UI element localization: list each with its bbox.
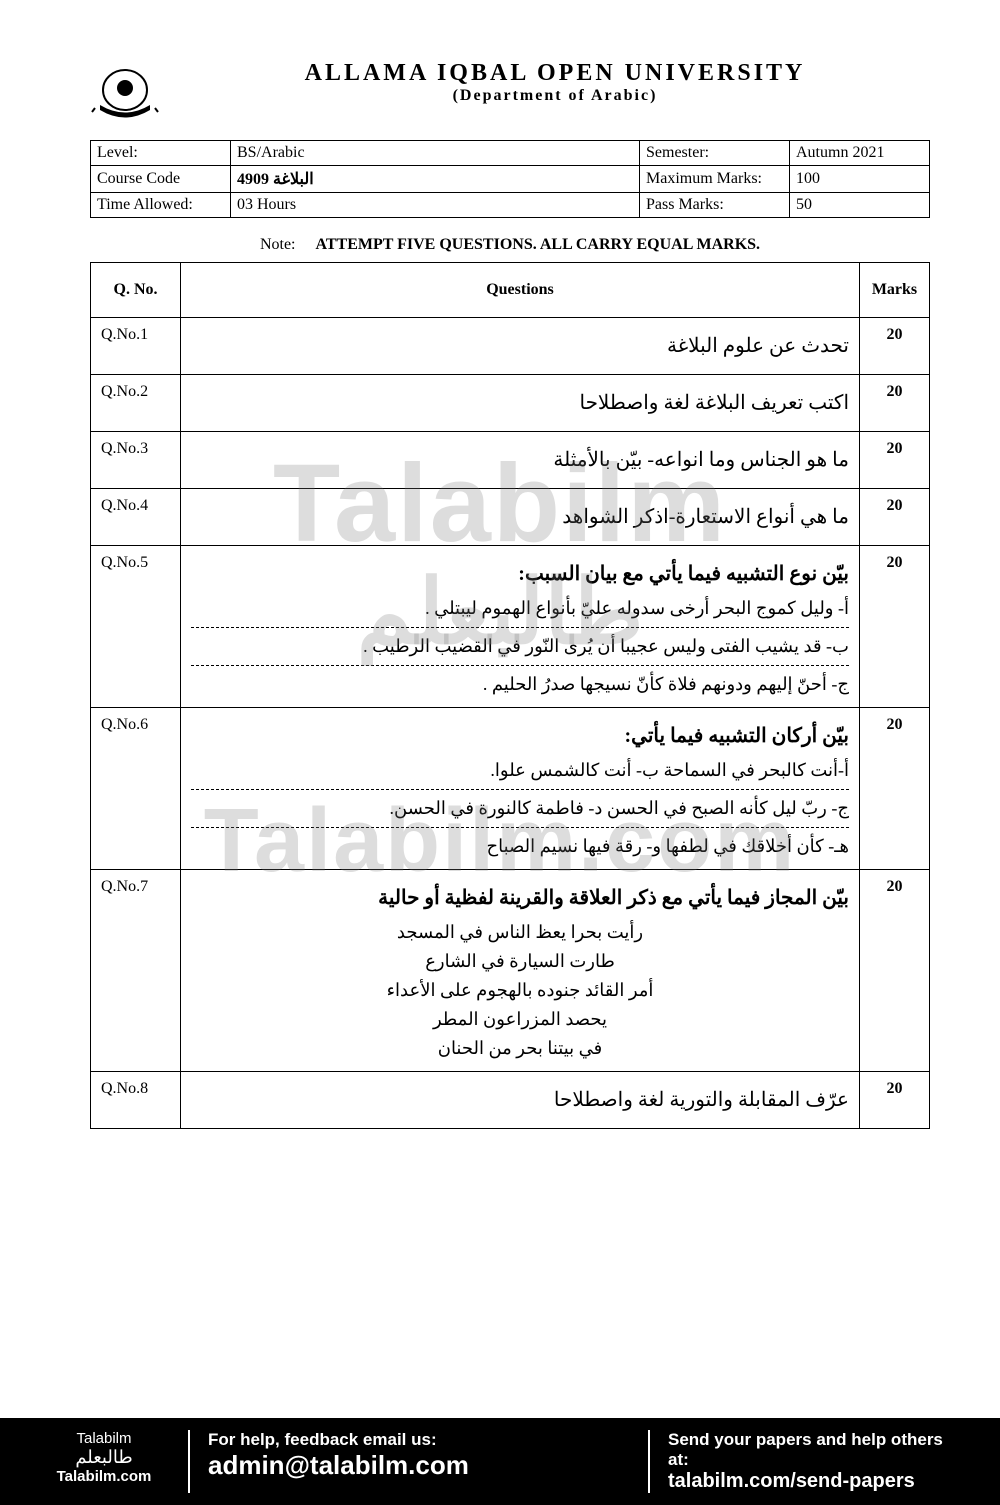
question-text: عرّف المقابلة والتورية لغة واصطلاحا: [181, 1072, 860, 1129]
table-row: Q.No.4 ما هي أنواع الاستعارة-اذكر الشواه…: [91, 489, 930, 546]
time-value: 03 Hours: [231, 193, 640, 218]
q7-line-5: في بيتنا بحر من الحنان: [191, 1034, 849, 1063]
footer-help-email: admin@talabilm.com: [208, 1450, 630, 1481]
question-number: Q.No.1: [91, 318, 181, 375]
level-value: BS/Arabic: [231, 141, 640, 166]
question-marks: 20: [860, 546, 930, 708]
semester-label: Semester:: [640, 141, 790, 166]
table-row: Level: BS/Arabic Semester: Autumn 2021: [91, 141, 930, 166]
question-number: Q.No.6: [91, 708, 181, 870]
footer-brand: Talabilm طالبعلم Talabilm.com: [20, 1430, 190, 1493]
q5-line-c: ج- أحنّ إليهم ودونهم فلاة كأنّ نسيجها صد…: [191, 670, 849, 699]
header-marks: Marks: [860, 263, 930, 318]
level-label: Level:: [91, 141, 231, 166]
course-label: Course Code: [91, 166, 231, 193]
question-text: تحدث عن علوم البلاغة: [181, 318, 860, 375]
footer-brand-en: Talabilm: [38, 1430, 170, 1447]
question-cell: بيّن المجاز فيما يأتي مع ذكر العلاقة وال…: [181, 870, 860, 1072]
header-qno: Q. No.: [91, 263, 181, 318]
q7-line-2: طارت السيارة في الشارع: [191, 947, 849, 976]
question-text: ما هي أنواع الاستعارة-اذكر الشواهد: [181, 489, 860, 546]
question-marks: 20: [860, 432, 930, 489]
note-text: ATTEMPT FIVE QUESTIONS. ALL CARRY EQUAL …: [315, 236, 760, 253]
question-cell: بيّن نوع التشبيه فيما يأتي مع بيان السبب…: [181, 546, 860, 708]
footer-help: For help, feedback email us: admin@talab…: [190, 1430, 650, 1493]
table-row: Q.No.6 بيّن أركان التشبيه فيما يأتي: أ-أ…: [91, 708, 930, 870]
question-marks: 20: [860, 489, 930, 546]
question-number: Q.No.7: [91, 870, 181, 1072]
footer-send-url: talabilm.com/send-papers: [668, 1470, 962, 1493]
footer-brand-site: Talabilm.com: [38, 1468, 170, 1485]
table-row: Q.No.2 اكتب تعريف البلاغة لغة واصطلاحا 2…: [91, 375, 930, 432]
table-row: Q.No.3 ما هو الجناس وما انواعه- بيّن بال…: [91, 432, 930, 489]
q5-line-a: أ‌- وليل كموج البحر أرخى سدوله عليّ بأنو…: [191, 594, 849, 623]
question-number: Q.No.2: [91, 375, 181, 432]
time-label: Time Allowed:: [91, 193, 231, 218]
university-logo-icon: [90, 60, 160, 130]
pass-marks-label: Pass Marks:: [640, 193, 790, 218]
divider: [191, 665, 849, 666]
max-marks-label: Maximum Marks:: [640, 166, 790, 193]
question-cell: بيّن أركان التشبيه فيما يأتي: أ-أنت كالب…: [181, 708, 860, 870]
note-label: Note:: [260, 236, 296, 253]
max-marks-value: 100: [790, 166, 930, 193]
divider: [191, 827, 849, 828]
question-marks: 20: [860, 708, 930, 870]
question-text: ما هو الجناس وما انواعه- بيّن بالأمثلة: [181, 432, 860, 489]
info-table: Level: BS/Arabic Semester: Autumn 2021 C…: [90, 140, 930, 218]
table-row: Q.No.7 بيّن المجاز فيما يأتي مع ذكر العل…: [91, 870, 930, 1072]
pass-marks-value: 50: [790, 193, 930, 218]
q5-line-b: ب- قد يشيب الفتى وليس عجيبا أن يُرى النّ…: [191, 632, 849, 661]
footer-send: Send your papers and help others at: tal…: [650, 1430, 980, 1493]
question-marks: 20: [860, 1072, 930, 1129]
q7-line-4: يحصد المزراعون المطر: [191, 1005, 849, 1034]
table-row: Q.No.1 تحدث عن علوم البلاغة 20: [91, 318, 930, 375]
q6-line-cd: ج- ربّ ليل كأنه الصبح في الحسن د- فاطمة …: [191, 794, 849, 823]
question-marks: 20: [860, 870, 930, 1072]
question-number: Q.No.8: [91, 1072, 181, 1129]
question-marks: 20: [860, 318, 930, 375]
question-number: Q.No.4: [91, 489, 181, 546]
course-value: 4909 البلاغة: [231, 166, 640, 193]
table-header-row: Q. No. Questions Marks: [91, 263, 930, 318]
q6-line-ef: هـ- كأن أخلاقك في لطفها و- رقة فيها نسيم…: [191, 832, 849, 861]
question-marks: 20: [860, 375, 930, 432]
footer-send-label: Send your papers and help others at:: [668, 1430, 962, 1470]
questions-table: Q. No. Questions Marks Q.No.1 تحدث عن عل…: [90, 262, 930, 1129]
table-row: Course Code 4909 البلاغة Maximum Marks: …: [91, 166, 930, 193]
department-name: (Department of Arabic): [180, 87, 930, 105]
note-line: Note: ATTEMPT FIVE QUESTIONS. ALL CARRY …: [90, 236, 930, 254]
semester-value: Autumn 2021: [790, 141, 930, 166]
q7-intro: بيّن المجاز فيما يأتي مع ذكر العلاقة وال…: [191, 878, 849, 918]
question-text: اكتب تعريف البلاغة لغة واصطلاحا: [181, 375, 860, 432]
footer-brand-ar: طالبعلم: [38, 1447, 170, 1468]
q6-line-ab: أ-أنت كالبحر في السماحة ب- أنت كالشمس عل…: [191, 756, 849, 785]
q7-line-1: رأيت بحرا يعظ الناس في المسجد: [191, 918, 849, 947]
exam-paper-page: ALLAMA IQBAL OPEN UNIVERSITY (Department…: [0, 0, 1000, 1129]
footer-help-label: For help, feedback email us:: [208, 1430, 630, 1450]
q5-intro: بيّن نوع التشبيه فيما يأتي مع بيان السبب…: [191, 554, 849, 594]
header-questions: Questions: [181, 263, 860, 318]
university-title: ALLAMA IQBAL OPEN UNIVERSITY: [180, 60, 930, 87]
table-row: Q.No.5 بيّن نوع التشبيه فيما يأتي مع بيا…: [91, 546, 930, 708]
footer-bar: Talabilm طالبعلم Talabilm.com For help, …: [0, 1418, 1000, 1505]
question-number: Q.No.3: [91, 432, 181, 489]
divider: [191, 789, 849, 790]
divider: [191, 627, 849, 628]
table-row: Q.No.8 عرّف المقابلة والتورية لغة واصطلا…: [91, 1072, 930, 1129]
q7-line-3: أمر القائد جنوده بالهجوم على الأعداء: [191, 976, 849, 1005]
header-row: ALLAMA IQBAL OPEN UNIVERSITY (Department…: [90, 60, 930, 130]
question-number: Q.No.5: [91, 546, 181, 708]
q6-intro: بيّن أركان التشبيه فيما يأتي:: [191, 716, 849, 756]
table-row: Time Allowed: 03 Hours Pass Marks: 50: [91, 193, 930, 218]
